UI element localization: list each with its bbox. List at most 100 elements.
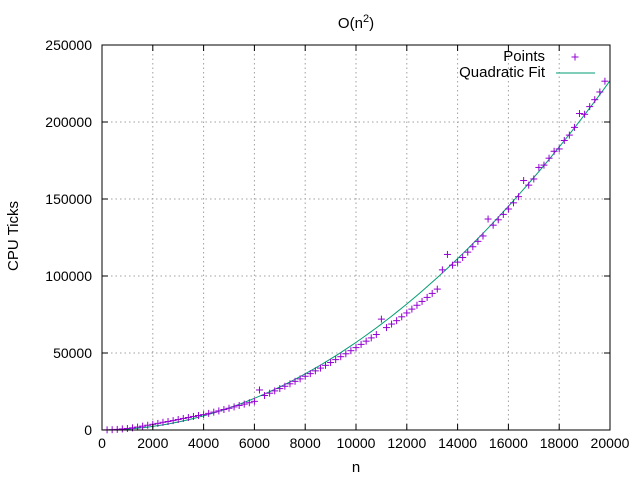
data-point — [433, 285, 441, 293]
fit-layer — [101, 80, 611, 431]
data-point — [504, 205, 512, 213]
data-point — [377, 315, 385, 323]
data-point — [179, 414, 187, 422]
data-point — [591, 96, 599, 104]
data-point — [601, 77, 609, 85]
data-point — [189, 412, 197, 420]
data-point — [596, 88, 604, 96]
data-point — [555, 145, 563, 153]
data-point — [210, 408, 218, 416]
data-point — [220, 406, 228, 414]
data-point — [311, 367, 319, 375]
data-point — [342, 350, 350, 358]
data-point — [255, 386, 263, 394]
data-point — [134, 423, 142, 431]
data-point — [154, 419, 162, 427]
data-point — [565, 131, 573, 139]
data-point — [535, 163, 543, 171]
chart-title-superscript: 2 — [363, 13, 369, 25]
y-tick-label: 150000 — [45, 191, 92, 207]
data-point — [322, 361, 330, 369]
y-tick-label: 200000 — [45, 114, 92, 130]
data-point — [540, 161, 548, 169]
data-point — [169, 417, 177, 425]
quadratic-fit-line — [101, 80, 611, 431]
data-point — [474, 237, 482, 245]
data-point — [489, 221, 497, 229]
data-point — [357, 340, 365, 348]
data-point — [301, 372, 309, 380]
chart-title: O(n2) — [338, 13, 374, 32]
data-point — [443, 250, 451, 258]
x-axis-label: n — [352, 459, 360, 476]
x-tick-label: 12000 — [387, 435, 426, 451]
data-point — [382, 324, 390, 332]
data-point — [372, 331, 380, 339]
data-point — [464, 248, 472, 256]
data-point — [484, 215, 492, 223]
data-point — [195, 412, 203, 420]
x-tick-label: 4000 — [188, 435, 219, 451]
x-tick-label: 10000 — [337, 435, 376, 451]
data-point — [428, 289, 436, 297]
data-point — [509, 199, 517, 207]
x-tick-label: 14000 — [438, 435, 477, 451]
data-point — [184, 414, 192, 422]
data-point — [398, 313, 406, 321]
data-point — [296, 375, 304, 383]
data-point — [449, 261, 457, 269]
legend: Points Quadratic Fit — [459, 48, 595, 81]
y-tick-label: 0 — [84, 422, 92, 438]
data-point — [266, 389, 274, 397]
data-point — [144, 421, 152, 429]
data-point — [245, 399, 253, 407]
data-point — [215, 407, 223, 415]
data-point — [250, 397, 258, 405]
data-point — [306, 370, 314, 378]
data-point — [240, 400, 248, 408]
data-point — [586, 103, 594, 111]
data-point — [276, 385, 284, 393]
data-point — [225, 404, 233, 412]
y-axis-label: CPU Ticks — [5, 201, 22, 271]
data-point — [205, 409, 213, 417]
data-point — [200, 411, 208, 419]
data-point — [388, 320, 396, 328]
data-point — [352, 344, 360, 352]
data-point — [418, 297, 426, 305]
data-point — [545, 154, 553, 162]
data-point — [235, 402, 243, 410]
data-point — [530, 175, 538, 183]
x-tick-label: 18000 — [540, 435, 579, 451]
data-point — [316, 364, 324, 372]
data-point — [159, 418, 167, 426]
data-point — [332, 356, 340, 364]
data-point — [327, 359, 335, 367]
legend-label-points: Points — [503, 48, 545, 65]
y-tick-label: 50000 — [53, 345, 92, 361]
x-tick-label: 6000 — [239, 435, 270, 451]
data-point — [393, 317, 401, 325]
data-point — [286, 380, 294, 388]
data-point — [281, 382, 289, 390]
data-point — [454, 258, 462, 266]
data-point — [581, 110, 589, 118]
data-point — [576, 110, 584, 118]
data-point — [123, 424, 131, 432]
data-point — [438, 266, 446, 274]
data-point — [337, 353, 345, 361]
data-point — [550, 147, 558, 155]
data-point — [291, 377, 299, 385]
plot-frame — [101, 44, 611, 431]
data-point — [164, 418, 172, 426]
y-tick-label: 250000 — [45, 37, 92, 53]
x-tick-label: 16000 — [489, 435, 528, 451]
data-point — [423, 293, 431, 301]
x-tick-label: 8000 — [290, 435, 321, 451]
data-point — [469, 243, 477, 251]
x-tick-label: 0 — [98, 435, 106, 451]
data-point — [570, 123, 578, 131]
data-point — [271, 387, 279, 395]
data-point — [479, 232, 487, 240]
grid-lines — [102, 45, 610, 430]
